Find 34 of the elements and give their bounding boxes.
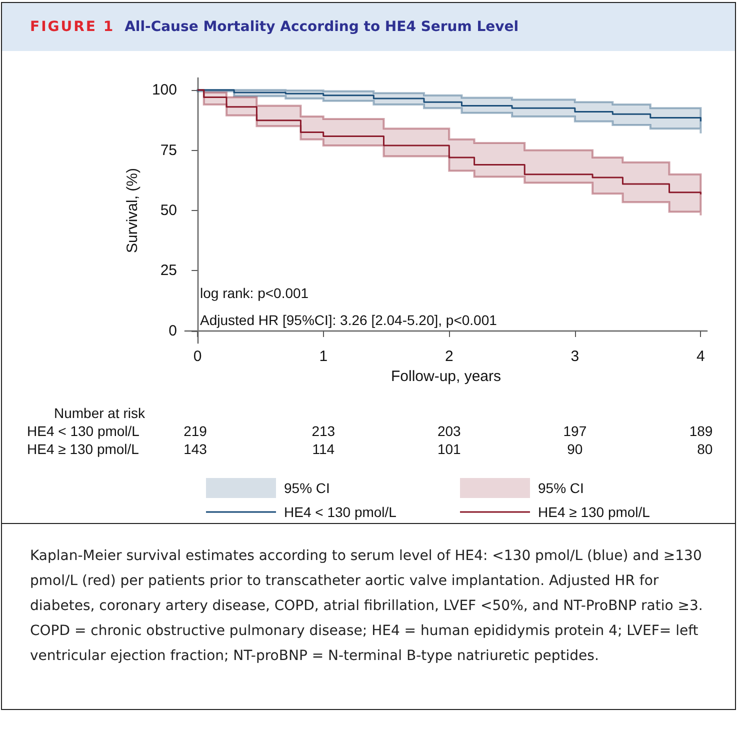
- text: 80: [697, 441, 713, 457]
- x-tick-label: 0: [193, 348, 202, 365]
- y-tick-label: 50: [160, 202, 177, 219]
- x-tick-label: 2: [444, 348, 454, 365]
- text: 101: [437, 441, 462, 457]
- y-tick-label: 25: [160, 262, 177, 280]
- text: HE4 < 130 pmol/L: [27, 423, 140, 439]
- text: FIGURE 1: [30, 19, 115, 35]
- x-axis-title: Follow-up, years: [390, 368, 502, 385]
- y-tick-label: 100: [152, 82, 177, 99]
- legend-label: HE4 ≥ 130 pmol/L: [538, 504, 650, 520]
- text: 189: [689, 423, 713, 439]
- x-tick-label: 1: [319, 348, 328, 365]
- y-tick-label: 75: [160, 142, 177, 159]
- text: Number at risk: [54, 405, 146, 421]
- text: 90: [567, 441, 583, 457]
- annotation: log rank: p<0.001: [200, 285, 309, 301]
- legend-label: HE4 < 130 pmol/L: [284, 504, 397, 520]
- text: 143: [184, 441, 208, 457]
- x-tick-label: 3: [570, 348, 580, 365]
- text: 219: [184, 423, 208, 439]
- x-tick-label: 4: [696, 348, 705, 365]
- text: 203: [437, 423, 462, 439]
- text: 197: [563, 423, 587, 439]
- text: 95% CI: [538, 480, 584, 496]
- annotation: Adjusted HR [95%CI]: 3.26 [2.04-5.20], p<0.001: [200, 312, 498, 328]
- text: Kaplan-Meier survival estimates according to serum level of HE4: <130 pmol/L (blue) and ≥130 pmol/L (red) per patients prior to transcatheter aortic valve implantation. Adjusted HR for diabetes, coronary artery disease, COPD, atrial fibrillation, LVEF <50%, and NT-ProBNP ratio ≥3. COPD = chronic obstructive pulmonary disease; HE4 = human epididymis protein 4; LVEF= left ventricular ejection fraction; NT-proBNP = N-terminal B-type natriuretic peptides.: [2, 523, 735, 709]
- text: 114: [312, 441, 335, 457]
- text: 95% CI: [284, 480, 330, 496]
- y-axis-title: Survival, (%): [124, 168, 141, 254]
- y-tick-label: 0: [168, 322, 177, 340]
- text: 213: [312, 423, 336, 439]
- chart-title: All-Cause Mortality According to HE4 Serum Level: [124, 19, 519, 35]
- text: HE4 ≥ 130 pmol/L: [27, 441, 140, 457]
